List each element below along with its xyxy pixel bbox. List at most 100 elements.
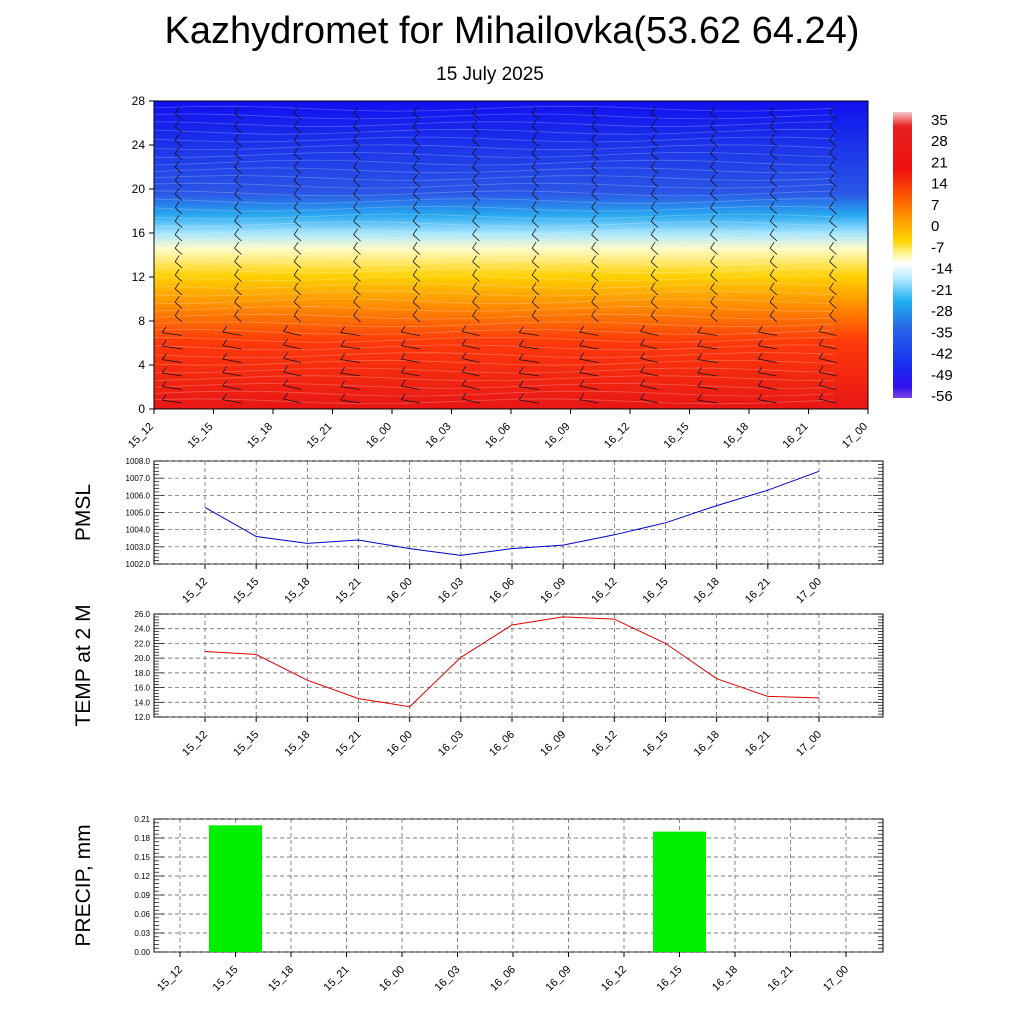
wind-barb-flag — [283, 365, 288, 373]
wind-barb — [531, 139, 540, 147]
wind-barb — [353, 220, 361, 228]
wind-barb — [710, 126, 718, 134]
wind-barb — [472, 234, 480, 242]
wind-barb-flag — [400, 393, 406, 400]
wind-barb — [829, 234, 837, 242]
wind-barb — [640, 385, 659, 390]
wind-barb-flag — [757, 393, 763, 400]
x-tick-label: 16_06 — [488, 964, 518, 994]
y-tick-label: 0.00 — [134, 948, 150, 957]
wind-barb-flag — [591, 187, 596, 195]
wind-barb-flag — [531, 295, 537, 303]
colorbar-label: -21 — [931, 282, 953, 299]
wind-barb-flag — [769, 174, 775, 181]
wind-barb-flag — [472, 201, 477, 208]
wind-barb-flag — [531, 201, 537, 208]
wind-barb — [412, 139, 421, 147]
wind-barb — [829, 180, 837, 188]
wind-barb-flag — [710, 160, 715, 168]
wind-barb-flag — [531, 241, 537, 249]
wind-barb-flag — [283, 379, 288, 386]
wind-barb — [412, 126, 421, 134]
wind-barb — [710, 234, 718, 242]
wind-barb — [353, 247, 361, 255]
x-tick-label: 16_03 — [424, 421, 454, 451]
wind-barb-flag — [710, 106, 715, 114]
precip-frame — [153, 818, 884, 953]
wind-barb — [829, 301, 837, 309]
wind-barb — [710, 261, 718, 269]
wind-barb — [579, 331, 599, 336]
isotherm-line — [153, 390, 835, 397]
wind-barb-flag — [174, 295, 180, 303]
wind-barb-flag — [234, 106, 239, 114]
wind-barb — [697, 372, 718, 377]
wind-barb — [531, 126, 540, 134]
y-tick-label: 1007.0 — [126, 474, 151, 483]
x-tick-label: 16_21 — [766, 964, 796, 994]
wind-barb — [591, 301, 599, 309]
wind-barb-flag — [353, 133, 358, 141]
x-tick-label: 16_18 — [692, 576, 722, 606]
wind-barb — [353, 301, 361, 309]
wind-barb — [472, 247, 480, 255]
y-tick-label: 0.09 — [134, 891, 150, 900]
wind-barb-flag — [818, 392, 824, 400]
wind-barb — [293, 234, 302, 242]
wind-barb-flag — [579, 339, 585, 346]
wind-barb-flag — [161, 380, 167, 387]
wind-barb-flag — [461, 379, 467, 386]
wind-barb-flag — [161, 326, 167, 333]
wind-barb — [579, 399, 599, 404]
wind-barb-flag — [234, 160, 239, 168]
x-tick-label: 15_18 — [266, 964, 296, 994]
wind-barb — [829, 166, 837, 174]
wind-barb — [283, 331, 302, 336]
wind-barb-flag — [472, 241, 477, 249]
wind-barb — [519, 399, 540, 404]
wind-barb — [710, 153, 718, 161]
wind-barb-flag — [400, 366, 406, 373]
precip-ylabel: PRECIP, mm — [72, 824, 95, 946]
wind-barb-flag — [412, 268, 418, 276]
wind-barb — [531, 112, 540, 120]
wind-barb-flag — [531, 268, 537, 276]
chart-title: Kazhydromet for Mihailovka(53.62 64.24) — [164, 10, 860, 52]
wind-barb — [293, 112, 302, 120]
wind-barb-flag — [222, 379, 228, 387]
wind-barb-flag — [697, 339, 703, 347]
wind-barb — [234, 261, 242, 269]
y-tick-label: 16 — [132, 226, 146, 240]
y-tick-label: 12 — [132, 270, 146, 284]
wind-barb-flag — [697, 326, 703, 333]
wind-barb — [234, 288, 242, 296]
x-tick-label: 16_12 — [602, 421, 632, 451]
wind-barb — [650, 166, 659, 174]
colorbar-label: -42 — [931, 346, 953, 363]
isotherm-line — [153, 182, 835, 189]
wind-barb — [234, 139, 242, 147]
wind-barb-flag — [412, 106, 418, 114]
temp-panel-series-line — [204, 616, 820, 708]
isotherm-line — [153, 244, 835, 251]
x-tick-label: 15_12 — [126, 421, 156, 451]
precip-panel: 0.00 0.03 0.06 0.09 0.12 0.15 0.18 0.21 15_12 15_… — [72, 815, 884, 994]
wind-barb — [412, 288, 421, 296]
wind-barb-flag — [472, 120, 477, 127]
y-tick-label: 20 — [132, 182, 146, 196]
wind-barb — [640, 371, 659, 377]
wind-barb — [591, 220, 599, 228]
colorbar-label: -49 — [931, 367, 953, 384]
wind-barb — [710, 180, 718, 188]
wind-barb-flag — [591, 160, 596, 168]
cross-section-panel: 0 4 8 12 16 20 24 28 15_12 15_15 15_18 15_21 16_00 16… — [126, 94, 953, 451]
x-tick-label: 15_12 — [180, 576, 210, 606]
wind-barb-flag — [579, 379, 585, 387]
x-tick-label: 16_15 — [655, 964, 685, 994]
wind-barb-flag — [829, 241, 834, 249]
wind-barb — [340, 372, 361, 377]
wind-barb — [222, 372, 242, 377]
wind-barb-flag — [174, 120, 180, 127]
wind-barb-flag — [591, 133, 596, 141]
wind-barb — [412, 234, 421, 242]
